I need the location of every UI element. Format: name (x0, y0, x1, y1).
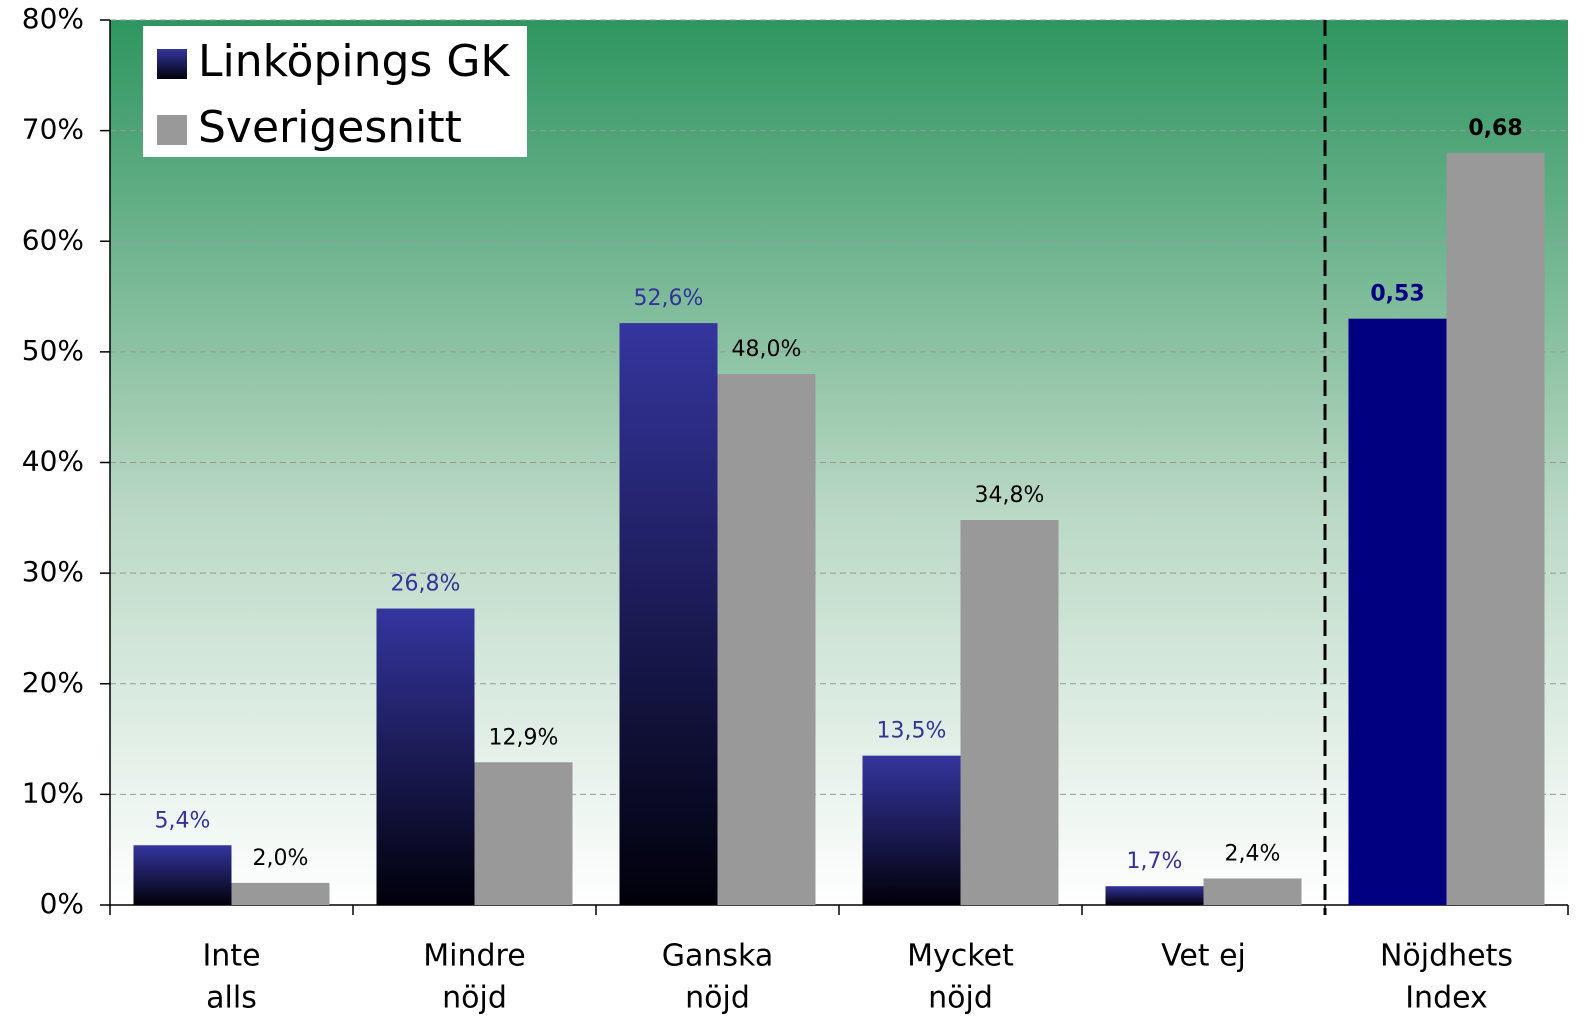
bar (1446, 152, 1545, 905)
y-tick-label: 60% (22, 223, 84, 256)
bar (231, 882, 330, 905)
bar (619, 323, 718, 905)
y-tick-label: 80% (22, 2, 84, 35)
legend-label: Sverigesnitt (198, 102, 462, 153)
data-label: 1,7% (1127, 849, 1183, 874)
bar (1348, 318, 1447, 905)
data-label: 2,4% (1225, 841, 1281, 866)
x-tick-label: Nöjdhets (1380, 939, 1513, 974)
x-tick-label: Index (1405, 981, 1488, 1016)
data-label: 0,68 (1468, 116, 1522, 141)
data-label: 2,0% (253, 846, 309, 871)
y-tick-label: 30% (22, 555, 84, 588)
x-tick-label: Inte (202, 939, 260, 974)
x-tick-label: Vet ej (1161, 939, 1246, 974)
bar (133, 845, 232, 905)
data-label: 12,9% (489, 725, 559, 750)
y-tick-label: 0% (40, 887, 84, 920)
y-tick-label: 40% (22, 445, 84, 478)
y-tick-label: 20% (22, 666, 84, 699)
x-tick-label: Mycket (907, 939, 1014, 974)
bar (717, 374, 816, 905)
bar (1105, 886, 1204, 905)
y-tick-label: 10% (22, 776, 84, 809)
x-tick-label: Ganska (662, 939, 774, 974)
bar (474, 762, 573, 905)
legend-box (143, 26, 527, 157)
data-label: 5,4% (155, 808, 211, 833)
data-label: 34,8% (975, 483, 1045, 508)
x-tick-label: Mindre (423, 939, 525, 974)
x-tick-label: nöjd (442, 981, 507, 1016)
data-label: 13,5% (877, 719, 947, 744)
bar (376, 608, 475, 905)
bar (960, 520, 1059, 905)
x-tick-label: alls (206, 981, 257, 1016)
x-tick-label: nöjd (928, 981, 993, 1016)
data-label: 0,53 (1370, 282, 1424, 307)
bar (1203, 878, 1302, 905)
data-label: 48,0% (732, 337, 802, 362)
legend-swatch (157, 49, 187, 79)
y-tick-label: 70% (22, 113, 84, 146)
data-label: 26,8% (391, 572, 461, 597)
y-tick-label: 50% (22, 334, 84, 367)
legend-swatch (157, 115, 187, 145)
x-tick-label: nöjd (685, 981, 750, 1016)
bar (862, 755, 961, 905)
data-label: 52,6% (634, 286, 704, 311)
legend-label: Linköpings GK (198, 36, 510, 87)
